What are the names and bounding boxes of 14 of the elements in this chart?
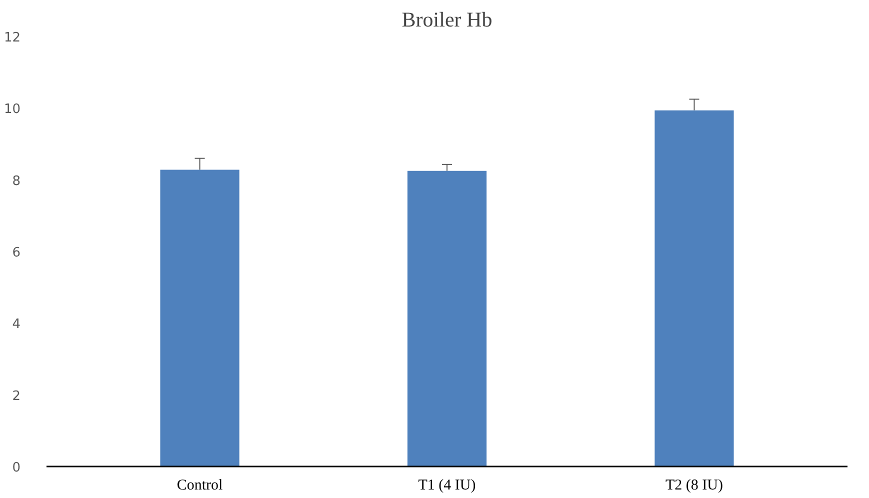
bar [654,110,734,466]
y-tick-label: 4 [12,317,21,332]
bar [160,170,240,466]
y-tick-label: 10 [4,102,21,118]
bar [407,170,487,466]
chart-title: Broiler Hb [402,8,492,32]
x-tick-label: T1 (4 IU) [418,478,476,494]
x-tick-label: Control [176,478,223,494]
y-tick-label: 8 [12,174,21,189]
y-tick-label: 6 [12,246,21,260]
x-tick-label: T2 (8 IU) [665,478,723,494]
y-tick-label: 2 [12,388,21,404]
y-tick-label: 0 [12,460,21,476]
y-tick-label: 12 [4,30,21,46]
